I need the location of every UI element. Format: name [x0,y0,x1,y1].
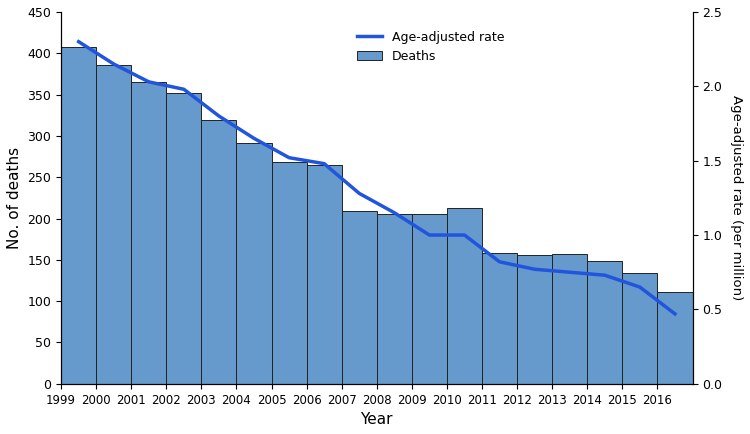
Bar [587,261,622,384]
Legend: Age-adjusted rate, Deaths: Age-adjusted rate, Deaths [352,26,509,68]
Bar [412,214,447,384]
Bar [658,292,692,384]
Bar [61,46,96,384]
Bar [622,273,658,384]
Bar [376,214,412,384]
Bar [131,82,166,384]
Bar [342,211,376,384]
Bar [166,93,202,384]
Bar [307,165,342,384]
Bar [202,120,236,384]
Bar [447,208,482,384]
Y-axis label: No. of deaths: No. of deaths [7,147,22,249]
Bar [236,143,272,384]
Y-axis label: Age-adjusted rate (per million): Age-adjusted rate (per million) [730,95,743,300]
Bar [272,161,307,384]
Bar [482,253,517,384]
X-axis label: Year: Year [361,412,393,427]
Bar [96,65,131,384]
Bar [517,255,552,384]
Bar [552,254,587,384]
